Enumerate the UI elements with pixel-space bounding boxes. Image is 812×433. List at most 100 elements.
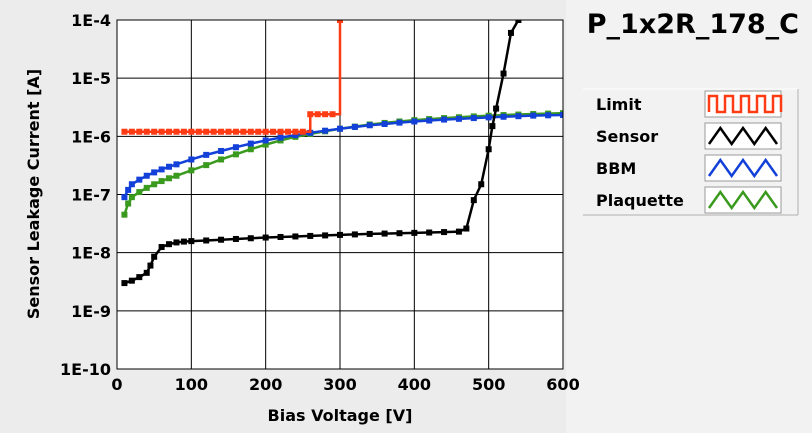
series-limit [121,20,343,135]
data-point-sensor [247,235,254,242]
data-point-plaquette [143,184,150,191]
data-point-limit [255,128,262,135]
data-point-limit [188,128,195,135]
data-point-sensor [489,123,496,130]
data-point-bbm [136,176,143,183]
data-point-limit [158,128,165,135]
legend-swatch-limit [704,90,783,118]
data-point-bbm [337,125,343,132]
data-point-bbm [277,134,284,141]
data-point-limit [232,128,239,135]
x-axis-title: Bias Voltage [V] [268,406,413,425]
data-point-bbm [396,119,403,126]
data-point-sensor [158,244,165,251]
data-point-bbm [232,144,239,151]
data-point-plaquette [188,167,195,174]
y-tick-labels: 1E-10 1E-9 1E-8 1E-7 1E-6 1E-5 1E-4 [60,11,111,379]
y-tick-label: 1E-9 [71,302,111,321]
data-point-bbm [560,111,563,118]
data-point-sensor [426,229,433,236]
data-point-sensor [232,235,239,242]
legend-swatch-bbm [704,154,782,182]
data-point-sensor [147,262,154,269]
x-tick-label: 100 [175,375,208,394]
data-point-bbm [381,120,388,127]
data-point-sensor [493,105,500,112]
x-tick-labels: 0 100 200 300 400 500 600 [111,375,579,394]
data-point-limit [322,111,329,118]
data-point-limit [151,128,158,135]
data-point-plaquette [125,200,132,207]
data-point-limit [247,128,254,135]
data-point-plaquette [203,162,210,169]
series-sensor [121,20,522,287]
data-point-bbm [411,118,418,125]
data-point-sensor [366,230,373,237]
data-point-sensor [188,238,195,245]
y-tick-label: 1E-7 [71,186,111,205]
data-point-bbm [485,114,492,121]
data-point-plaquette [166,175,173,182]
data-point-sensor [515,20,522,23]
data-point-bbm [515,113,522,120]
data-point-plaquette [136,189,143,196]
x-tick-label: 300 [323,375,356,394]
data-point-sensor [478,181,485,188]
data-point-limit [277,128,284,135]
data-point-limit [225,128,232,135]
data-point-limit [314,111,321,118]
data-point-sensor [441,229,448,236]
legend-label-plaquette: Plaquette [596,191,684,210]
data-point-limit [218,128,225,135]
data-point-bbm [545,112,552,119]
data-point-limit [136,128,143,135]
data-point-sensor [292,233,299,240]
data-point-limit [292,128,299,135]
x-tick-label: 0 [111,375,122,394]
data-point-bbm [247,140,254,147]
data-point-limit [240,128,247,135]
legend-swatch-plaquette [704,186,782,214]
legend-label-limit: Limit [596,95,642,114]
data-point-sensor [485,146,492,153]
legend-swatch-sensor [704,122,782,150]
data-point-bbm [166,163,173,170]
y-tick-label: 1E-6 [71,127,111,146]
data-point-bbm [151,169,158,176]
data-point-sensor [262,234,269,241]
data-point-limit [299,128,306,135]
data-point-sensor [151,253,158,260]
data-point-limit [203,128,210,135]
data-point-plaquette [121,211,128,218]
data-point-limit [128,128,135,135]
data-point-bbm [292,132,299,139]
data-point-bbm [173,161,180,168]
data-point-plaquette [151,181,158,188]
legend: Limit Sensor BBM Plaquette [583,88,799,216]
data-point-plaquette [247,146,254,153]
chart-title: P_1x2R_178_C [587,9,799,40]
data-point-plaquette [218,156,225,163]
y-tick-label: 1E-5 [71,69,111,88]
data-point-bbm [351,123,358,130]
legend-label-bbm: BBM [596,159,636,178]
data-point-limit [210,128,217,135]
data-point-sensor [381,230,388,237]
data-point-bbm [262,137,269,144]
data-point-limit [195,128,202,135]
data-point-sensor [322,232,329,239]
y-tick-label: 1E-8 [71,244,111,263]
data-point-bbm [203,151,210,158]
x-tick-label: 500 [472,375,505,394]
data-point-sensor [507,29,514,36]
data-point-bbm [530,112,537,119]
data-point-bbm [322,127,329,134]
data-point-sensor [136,274,143,281]
data-point-bbm [366,122,373,129]
data-point-limit [284,128,291,135]
data-point-bbm [500,113,507,120]
y-axis-title: Sensor Leakage Current [A] [24,69,43,319]
data-point-sensor [166,241,173,248]
data-point-limit [166,128,173,135]
